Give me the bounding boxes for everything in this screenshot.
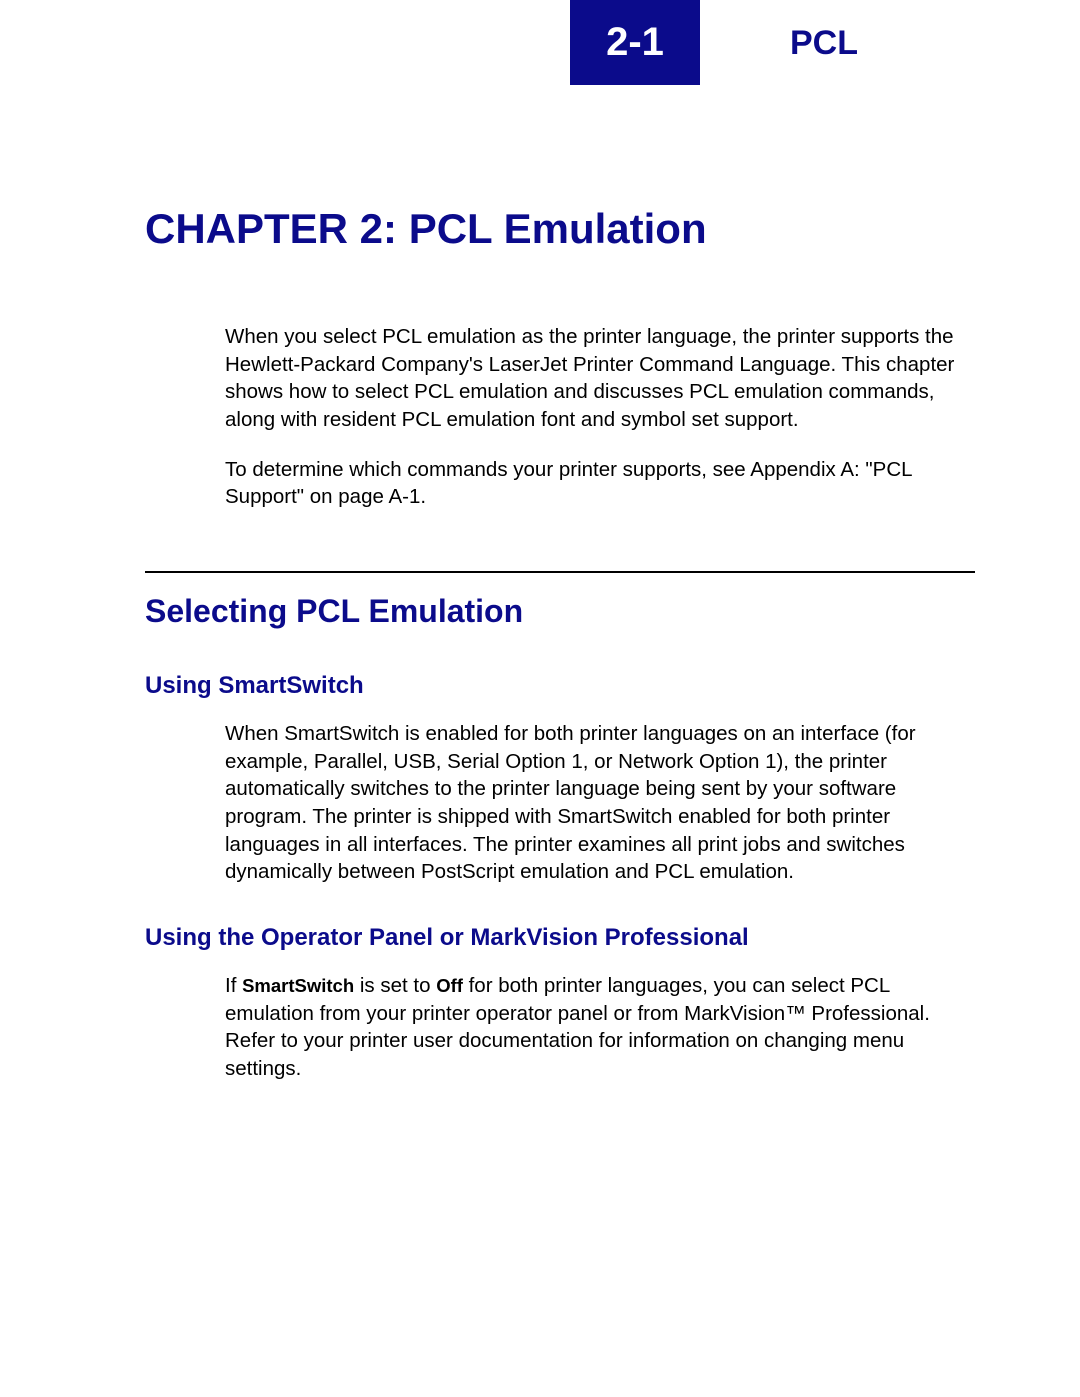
bold-term: SmartSwitch (242, 975, 354, 996)
subsection-title: Using SmartSwitch (145, 672, 975, 700)
intro-paragraph: To determine which commands your printer… (225, 456, 975, 511)
page-number-box: 2-1 (570, 0, 700, 85)
chapter-intro: When you select PCL emulation as the pri… (225, 323, 975, 511)
intro-paragraph: When you select PCL emulation as the pri… (225, 323, 975, 434)
subsection-title: Using the Operator Panel or MarkVision P… (145, 924, 975, 952)
section-title: Selecting PCL Emulation (145, 593, 975, 630)
page-number: 2-1 (606, 20, 664, 65)
bold-term: Off (436, 975, 463, 996)
section-divider (145, 571, 975, 573)
body-paragraph: If SmartSwitch is set to Off for both pr… (225, 972, 975, 1083)
text-run: is set to (354, 974, 436, 997)
page-header: 2-1 PCL (0, 0, 1080, 90)
subsection-body: When SmartSwitch is enabled for both pri… (225, 720, 975, 886)
text-run: If (225, 974, 242, 997)
body-paragraph: When SmartSwitch is enabled for both pri… (225, 720, 975, 886)
page-content: CHAPTER 2: PCL Emulation When you select… (145, 205, 975, 1105)
subsection-body: If SmartSwitch is set to Off for both pr… (225, 972, 975, 1083)
chapter-title: CHAPTER 2: PCL Emulation (145, 205, 975, 253)
section-label: PCL (790, 24, 858, 63)
